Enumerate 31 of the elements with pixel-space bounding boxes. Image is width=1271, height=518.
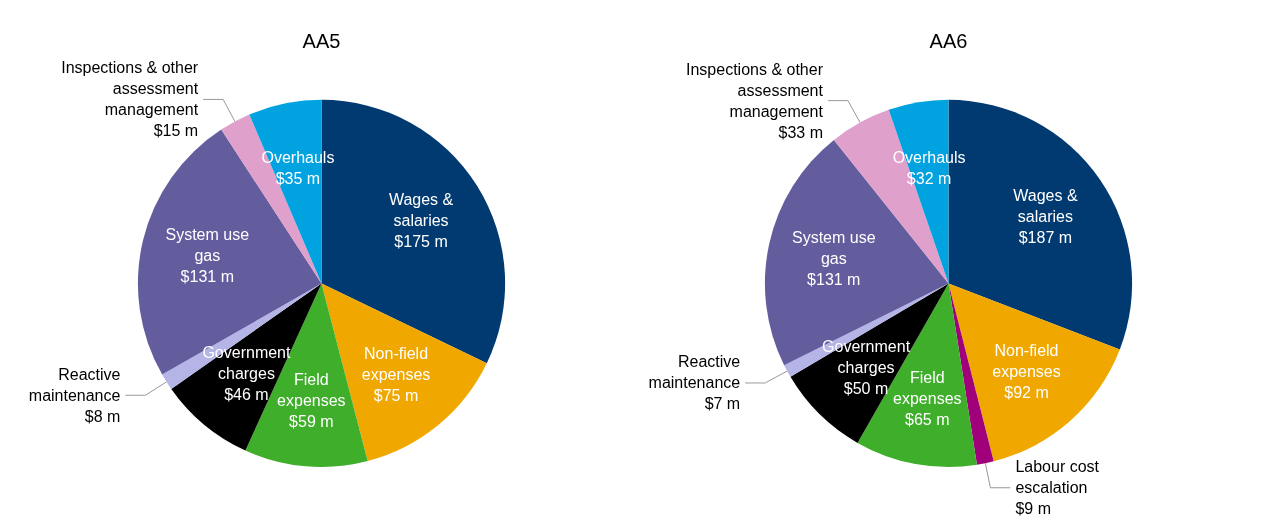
data-label: $131 m — [180, 268, 234, 286]
slice-label: Reactive maintenance — [648, 353, 741, 392]
data-label: $7 m — [704, 395, 741, 413]
slice-label: Field expenses — [893, 369, 962, 408]
slice-label: Inspections & other assessment management — [686, 60, 824, 120]
slice-label: Field expenses — [277, 370, 346, 409]
data-label: $75 m — [373, 386, 419, 404]
data-label: $187 m — [1018, 229, 1073, 247]
chart-title: AA6 — [929, 30, 968, 52]
data-label: $33 m — [778, 123, 823, 141]
data-label: $59 m — [289, 412, 334, 430]
slice-label: System use gas — [165, 226, 250, 265]
data-label: $65 m — [905, 411, 950, 429]
slice-label: Non-field expenses — [992, 341, 1061, 380]
chart-title: AA5 — [302, 30, 341, 52]
slice-label: Non-field expenses — [361, 344, 431, 383]
data-label: $175 m — [394, 233, 448, 251]
slice-label: Reactive maintenance — [28, 365, 121, 404]
data-label: $131 m — [807, 270, 861, 288]
data-label: $15 m — [153, 122, 199, 140]
data-label: $50 m — [843, 379, 889, 397]
slice-label: Wages & salaries — [388, 191, 454, 230]
data-label: $9 m — [1015, 500, 1051, 518]
slice-label: Inspections & other assessment management — [61, 59, 199, 119]
data-label: $46 m — [224, 386, 269, 404]
data-label: $8 m — [84, 407, 121, 425]
data-label: $92 m — [1004, 383, 1049, 401]
data-label: $35 m — [275, 170, 321, 188]
slice-label: System use gas — [791, 228, 876, 267]
slice-label: Wages & salaries — [1013, 187, 1078, 226]
slice-label: Labour cost escalation — [1015, 458, 1100, 497]
